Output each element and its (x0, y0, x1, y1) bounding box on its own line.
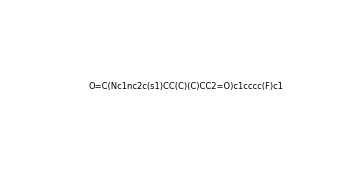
Text: O=C(Nc1nc2c(s1)CC(C)(C)CC2=O)c1cccc(F)c1: O=C(Nc1nc2c(s1)CC(C)(C)CC2=O)c1cccc(F)c1 (88, 82, 283, 91)
